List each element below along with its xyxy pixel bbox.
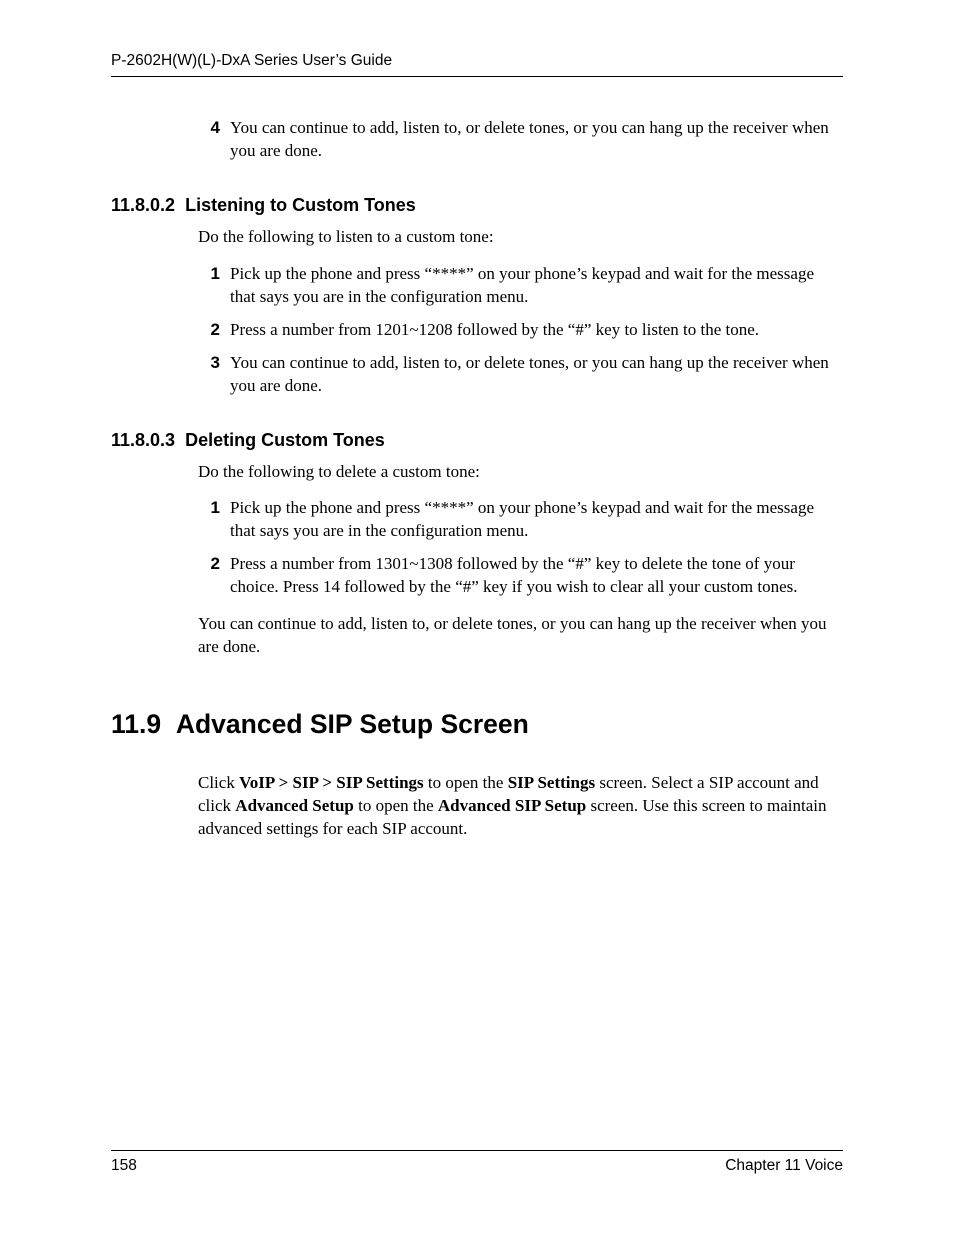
chapter-label: Chapter 11 Voice <box>725 1157 843 1175</box>
list-marker: 2 <box>206 319 220 342</box>
list-text: You can continue to add, listen to, or d… <box>230 352 843 398</box>
body-bold: Advanced Setup <box>235 796 354 815</box>
list-11-8-0-3: 1 Pick up the phone and press “****” on … <box>206 497 843 599</box>
subheading-title: Deleting Custom Tones <box>185 430 385 450</box>
list-marker: 3 <box>206 352 220 375</box>
body-bold: SIP Settings <box>508 773 595 792</box>
list-item: 1 Pick up the phone and press “****” on … <box>206 497 843 543</box>
section-body-11-9: Click VoIP > SIP > SIP Settings to open … <box>198 772 843 841</box>
list-text: Pick up the phone and press “****” on yo… <box>230 497 843 543</box>
list-marker: 2 <box>206 553 220 576</box>
subheading-number: 11.8.0.2 <box>111 195 175 215</box>
subheading-11-8-0-3: 11.8.0.3 Deleting Custom Tones <box>111 430 843 451</box>
running-header: P-2602H(W)(L)-DxA Series User’s Guide <box>111 52 843 70</box>
section-heading-11-9: 11.9 Advanced SIP Setup Screen <box>111 709 843 740</box>
body-text: to open the <box>354 796 438 815</box>
list-marker: 1 <box>206 263 220 286</box>
list-marker: 4 <box>206 117 220 140</box>
list-item: 3 You can continue to add, listen to, or… <box>206 352 843 398</box>
list-11-8-0-2: 1 Pick up the phone and press “****” on … <box>206 263 843 398</box>
list-item: 1 Pick up the phone and press “****” on … <box>206 263 843 309</box>
list-item: 2 Press a number from 1201~1208 followed… <box>206 319 843 342</box>
subheading-title: Listening to Custom Tones <box>185 195 416 215</box>
continued-list-11-8-0-1: 4 You can continue to add, listen to, or… <box>206 117 843 163</box>
page-container: P-2602H(W)(L)-DxA Series User’s Guide 4 … <box>0 0 954 1235</box>
section-number: 11.9 <box>111 709 161 739</box>
subheading-number: 11.8.0.3 <box>111 430 175 450</box>
page-footer: 158 Chapter 11 Voice <box>111 1150 843 1175</box>
intro-paragraph: Do the following to delete a custom tone… <box>198 461 843 484</box>
trailing-paragraph: You can continue to add, listen to, or d… <box>198 613 843 659</box>
footer-rule <box>111 1150 843 1151</box>
page-number: 158 <box>111 1157 137 1175</box>
list-text: Press a number from 1201~1208 followed b… <box>230 319 843 342</box>
header-rule <box>111 76 843 77</box>
body-text: to open the <box>424 773 508 792</box>
body-text: Click <box>198 773 239 792</box>
list-item: 4 You can continue to add, listen to, or… <box>206 117 843 163</box>
list-marker: 1 <box>206 497 220 520</box>
intro-paragraph: Do the following to listen to a custom t… <box>198 226 843 249</box>
section-title: Advanced SIP Setup Screen <box>176 709 529 739</box>
body-bold: VoIP > SIP > SIP Settings <box>239 773 424 792</box>
subheading-11-8-0-2: 11.8.0.2 Listening to Custom Tones <box>111 195 843 216</box>
body-bold: Advanced SIP Setup <box>438 796 586 815</box>
list-item: 2 Press a number from 1301~1308 followed… <box>206 553 843 599</box>
list-text: Pick up the phone and press “****” on yo… <box>230 263 843 309</box>
footer-row: 158 Chapter 11 Voice <box>111 1157 843 1175</box>
list-text: You can continue to add, listen to, or d… <box>230 117 843 163</box>
list-text: Press a number from 1301~1308 followed b… <box>230 553 843 599</box>
